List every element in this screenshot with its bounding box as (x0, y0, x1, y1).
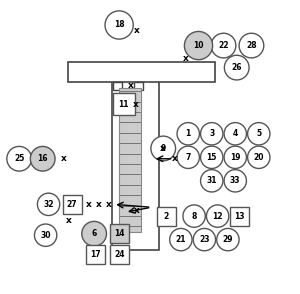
Text: x: x (182, 54, 188, 63)
Circle shape (151, 136, 176, 161)
Text: x: x (128, 81, 134, 90)
Text: 8: 8 (191, 212, 197, 220)
Circle shape (211, 33, 236, 58)
Bar (110, 224, 129, 243)
Circle shape (248, 123, 270, 145)
Text: x: x (134, 206, 140, 215)
Bar (113, 82, 122, 90)
Circle shape (193, 228, 216, 251)
Text: 10: 10 (193, 41, 204, 50)
Text: 15: 15 (207, 153, 217, 162)
Text: 25: 25 (14, 154, 24, 163)
Bar (230, 206, 249, 226)
Text: 33: 33 (230, 176, 241, 185)
Text: 17: 17 (90, 250, 101, 259)
Circle shape (239, 33, 264, 58)
Circle shape (224, 170, 246, 192)
Text: 24: 24 (114, 250, 124, 259)
Bar (110, 245, 129, 264)
Circle shape (34, 224, 57, 246)
Circle shape (82, 221, 106, 246)
Text: 23: 23 (199, 235, 210, 244)
Circle shape (177, 123, 200, 145)
Text: 13: 13 (234, 212, 245, 220)
Circle shape (201, 170, 223, 192)
Text: 6: 6 (92, 229, 97, 238)
Text: 4: 4 (232, 129, 238, 138)
Text: 2: 2 (164, 212, 169, 220)
Text: 11: 11 (118, 100, 129, 109)
Circle shape (224, 55, 249, 80)
Text: x: x (172, 154, 178, 163)
Circle shape (177, 146, 200, 168)
Text: 12: 12 (212, 212, 223, 220)
Bar (157, 206, 176, 226)
Text: 1: 1 (186, 129, 191, 138)
Bar (119, 88, 141, 232)
Text: x: x (160, 144, 166, 153)
Circle shape (201, 123, 223, 145)
Text: 19: 19 (230, 153, 241, 162)
Circle shape (248, 146, 270, 168)
Circle shape (30, 146, 55, 171)
Text: 32: 32 (43, 200, 54, 209)
Text: 18: 18 (114, 21, 124, 29)
Circle shape (217, 228, 239, 251)
Circle shape (201, 146, 223, 168)
Text: 31: 31 (206, 176, 217, 185)
Circle shape (224, 123, 246, 145)
Bar (112, 93, 135, 115)
Bar (62, 195, 82, 214)
Text: 7: 7 (185, 153, 191, 162)
Text: 16: 16 (38, 154, 48, 163)
Circle shape (38, 193, 60, 216)
Circle shape (105, 11, 133, 39)
Text: 30: 30 (40, 231, 51, 240)
Text: x: x (60, 154, 66, 163)
Text: 14: 14 (114, 229, 124, 238)
Text: 26: 26 (232, 63, 242, 72)
Circle shape (170, 228, 192, 251)
Text: 3: 3 (209, 129, 214, 138)
Circle shape (7, 146, 31, 171)
Bar (112, 74, 159, 250)
Text: 21: 21 (176, 235, 186, 244)
Text: 5: 5 (256, 129, 261, 138)
Text: x: x (66, 216, 72, 225)
Bar (86, 245, 105, 264)
Text: 29: 29 (223, 235, 233, 244)
Text: x: x (85, 200, 91, 209)
Text: x: x (106, 200, 112, 209)
Bar (68, 62, 215, 82)
Text: 28: 28 (246, 41, 257, 50)
Circle shape (206, 205, 229, 227)
Circle shape (184, 31, 213, 60)
Bar (134, 82, 143, 90)
Text: 22: 22 (218, 41, 229, 50)
Text: x: x (96, 200, 101, 209)
Text: x: x (134, 26, 140, 35)
Text: 27: 27 (67, 200, 77, 209)
Text: 20: 20 (254, 153, 264, 162)
Text: 9: 9 (160, 144, 166, 153)
Text: x: x (132, 100, 138, 109)
Circle shape (183, 205, 205, 227)
Circle shape (224, 146, 246, 168)
